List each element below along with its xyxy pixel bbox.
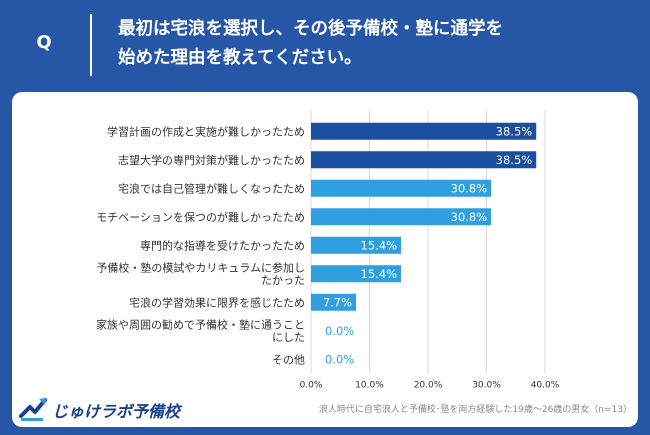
x-tick-label: 30.0% [472,381,501,391]
chart-panel: 学習計画の作成と実施が難しかったため 38.5% 志望大学の専門対策が難しかったため… [12,92,638,427]
category-label: その他 [272,353,305,366]
question-line-2: 始めた理由を教えてください。 [118,44,638,73]
logo-mark-icon [18,394,48,424]
x-tick-label: 0.0% [300,381,323,391]
sample-note: 浪人時代に自宅浪人と予備校･塾を両方経験した19歳～26歳の男女（n=13） [319,402,632,415]
value-label: 30.8% [451,181,488,195]
x-tick-label: 40.0% [531,381,560,391]
bar-layer [311,123,536,311]
value-label: 38.5% [496,153,533,167]
value-label: 0.0% [325,352,354,366]
value-label: 15.4% [361,267,398,281]
q-mark: Q [30,28,58,58]
category-label: 家族や周囲の勧めで予備校・塾に通うことにした [96,318,305,345]
x-tick-label: 10.0% [355,381,384,391]
header: Q 最初は宅浪を選択し、その後予備校・塾に通学を 始めた理由を教えてください。 [0,0,650,88]
value-label: 30.8% [451,210,488,224]
logo-text: じゅけラボ予備校 [52,398,180,422]
value-label: 38.5% [496,124,533,138]
category-label: 宅浪では自己管理が難しくなったため [118,181,305,195]
category-label: 専門的な指導を受けたかったため [140,238,305,252]
value-label: 7.7% [323,295,352,309]
value-label: 15.4% [361,238,398,252]
x-tick-label: 20.0% [414,381,443,391]
bar-chart: 学習計画の作成と実施が難しかったため 38.5% 志望大学の専門対策が難しかったため… [12,92,638,392]
value-label: 0.0% [325,324,354,338]
category-label: 学習計画の作成と実施が難しかったため [107,124,305,138]
category-label: モチベーションを保つのが難しかったため [96,210,305,224]
logo: じゅけラボ予備校 [18,392,218,428]
question-line-1: 最初は宅浪を選択し、その後予備校・塾に通学を [118,15,638,44]
category-label: 予備校・塾の模試やカリキュラムに参加したかった [96,261,305,288]
header-divider [90,14,92,76]
category-label: 宅浪の学習効果に限界を感じたため [129,295,305,309]
category-label: 志望大学の専門対策が難しかったため [118,153,305,167]
question-title: 最初は宅浪を選択し、その後予備校・塾に通学を 始めた理由を教えてください。 [118,15,638,73]
tick-layer: 0.0% 10.0% 20.0% 30.0% 40.0% [300,381,560,391]
